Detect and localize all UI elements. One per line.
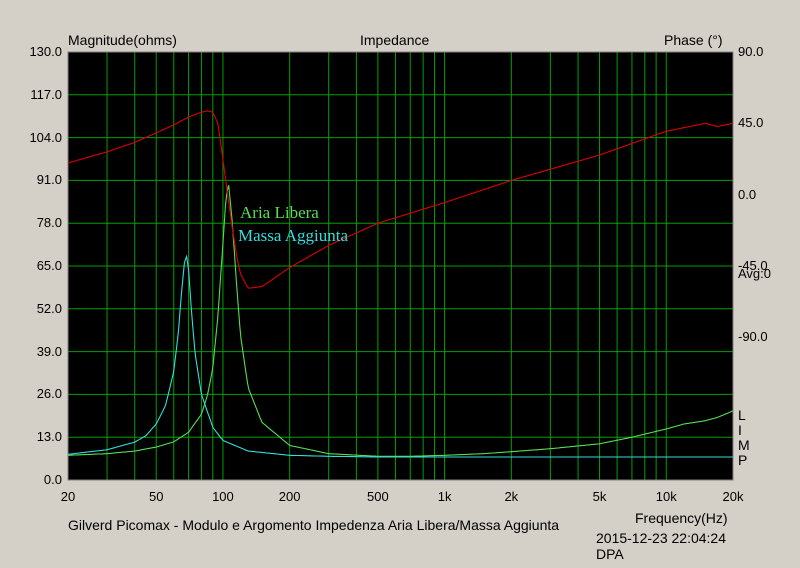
left-tick-label: 104.0 [29, 129, 62, 145]
footer-caption: Gilverd Picomax - Modulo e Argomento Imp… [68, 517, 560, 533]
left-tick-label: 13.0 [36, 429, 62, 445]
left-tick-label: 91.0 [36, 172, 62, 188]
left-tick-label: 39.0 [36, 343, 62, 359]
limp-letter: I [738, 422, 742, 438]
left-tick-label: 130.0 [29, 44, 62, 59]
right-tick-label: 0.0 [738, 186, 757, 202]
left-axis-title: Magnitude(ohms) [68, 32, 177, 48]
right-axis-title: Phase (°) [664, 32, 723, 48]
aria-libera-curve [68, 185, 734, 457]
x-tick-label: 100 [212, 489, 234, 504]
left-tick-label: 0.0 [43, 472, 62, 487]
chart-title: Impedance [360, 32, 430, 48]
limp-label: L I M P [738, 408, 750, 468]
average-annotation: Avg:0 [738, 266, 772, 281]
left-tick-label: 52.0 [36, 300, 62, 316]
limp-letter: P [738, 452, 748, 468]
limp-letter: M [738, 437, 750, 453]
plot-frame [67, 51, 734, 481]
x-tick-label: 10k [655, 489, 677, 504]
x-tick-label: 50 [148, 489, 164, 504]
right-tick-label: 45.0 [738, 115, 764, 131]
x-tick-label: 20k [722, 489, 744, 504]
x-tick-label: 1k [437, 489, 452, 504]
right-tick-label: -45.0 [738, 258, 768, 273]
right-tick-label: 90.0 [738, 44, 764, 59]
phase-curve [67, 110, 734, 289]
left-tick-label: 117.0 [30, 86, 62, 102]
left-tick-label: 26.0 [36, 386, 62, 402]
x-tick-label: 500 [367, 489, 389, 504]
x-tick-label: 200 [278, 489, 301, 504]
software-label: DPA [596, 546, 624, 562]
x-axis-title: Frequency(Hz) [635, 510, 728, 526]
legend-aria-libera: Aria Libera [240, 203, 319, 222]
legend-massa-aggiunta: Massa Aggiunta [238, 226, 349, 245]
x-tick-label: 20 [60, 489, 76, 504]
left-tick-label: 65.0 [36, 258, 62, 273]
massa-aggiunta-curve [67, 254, 733, 458]
right-tick-label: -90.0 [738, 329, 768, 345]
timestamp: 2015-12-23 22:04:24 [596, 530, 726, 546]
x-tick-label: 5k [592, 489, 607, 504]
x-tick-label: 2k [504, 489, 519, 504]
limp-letter: L [738, 407, 746, 423]
left-tick-label: 78.0 [36, 215, 62, 231]
